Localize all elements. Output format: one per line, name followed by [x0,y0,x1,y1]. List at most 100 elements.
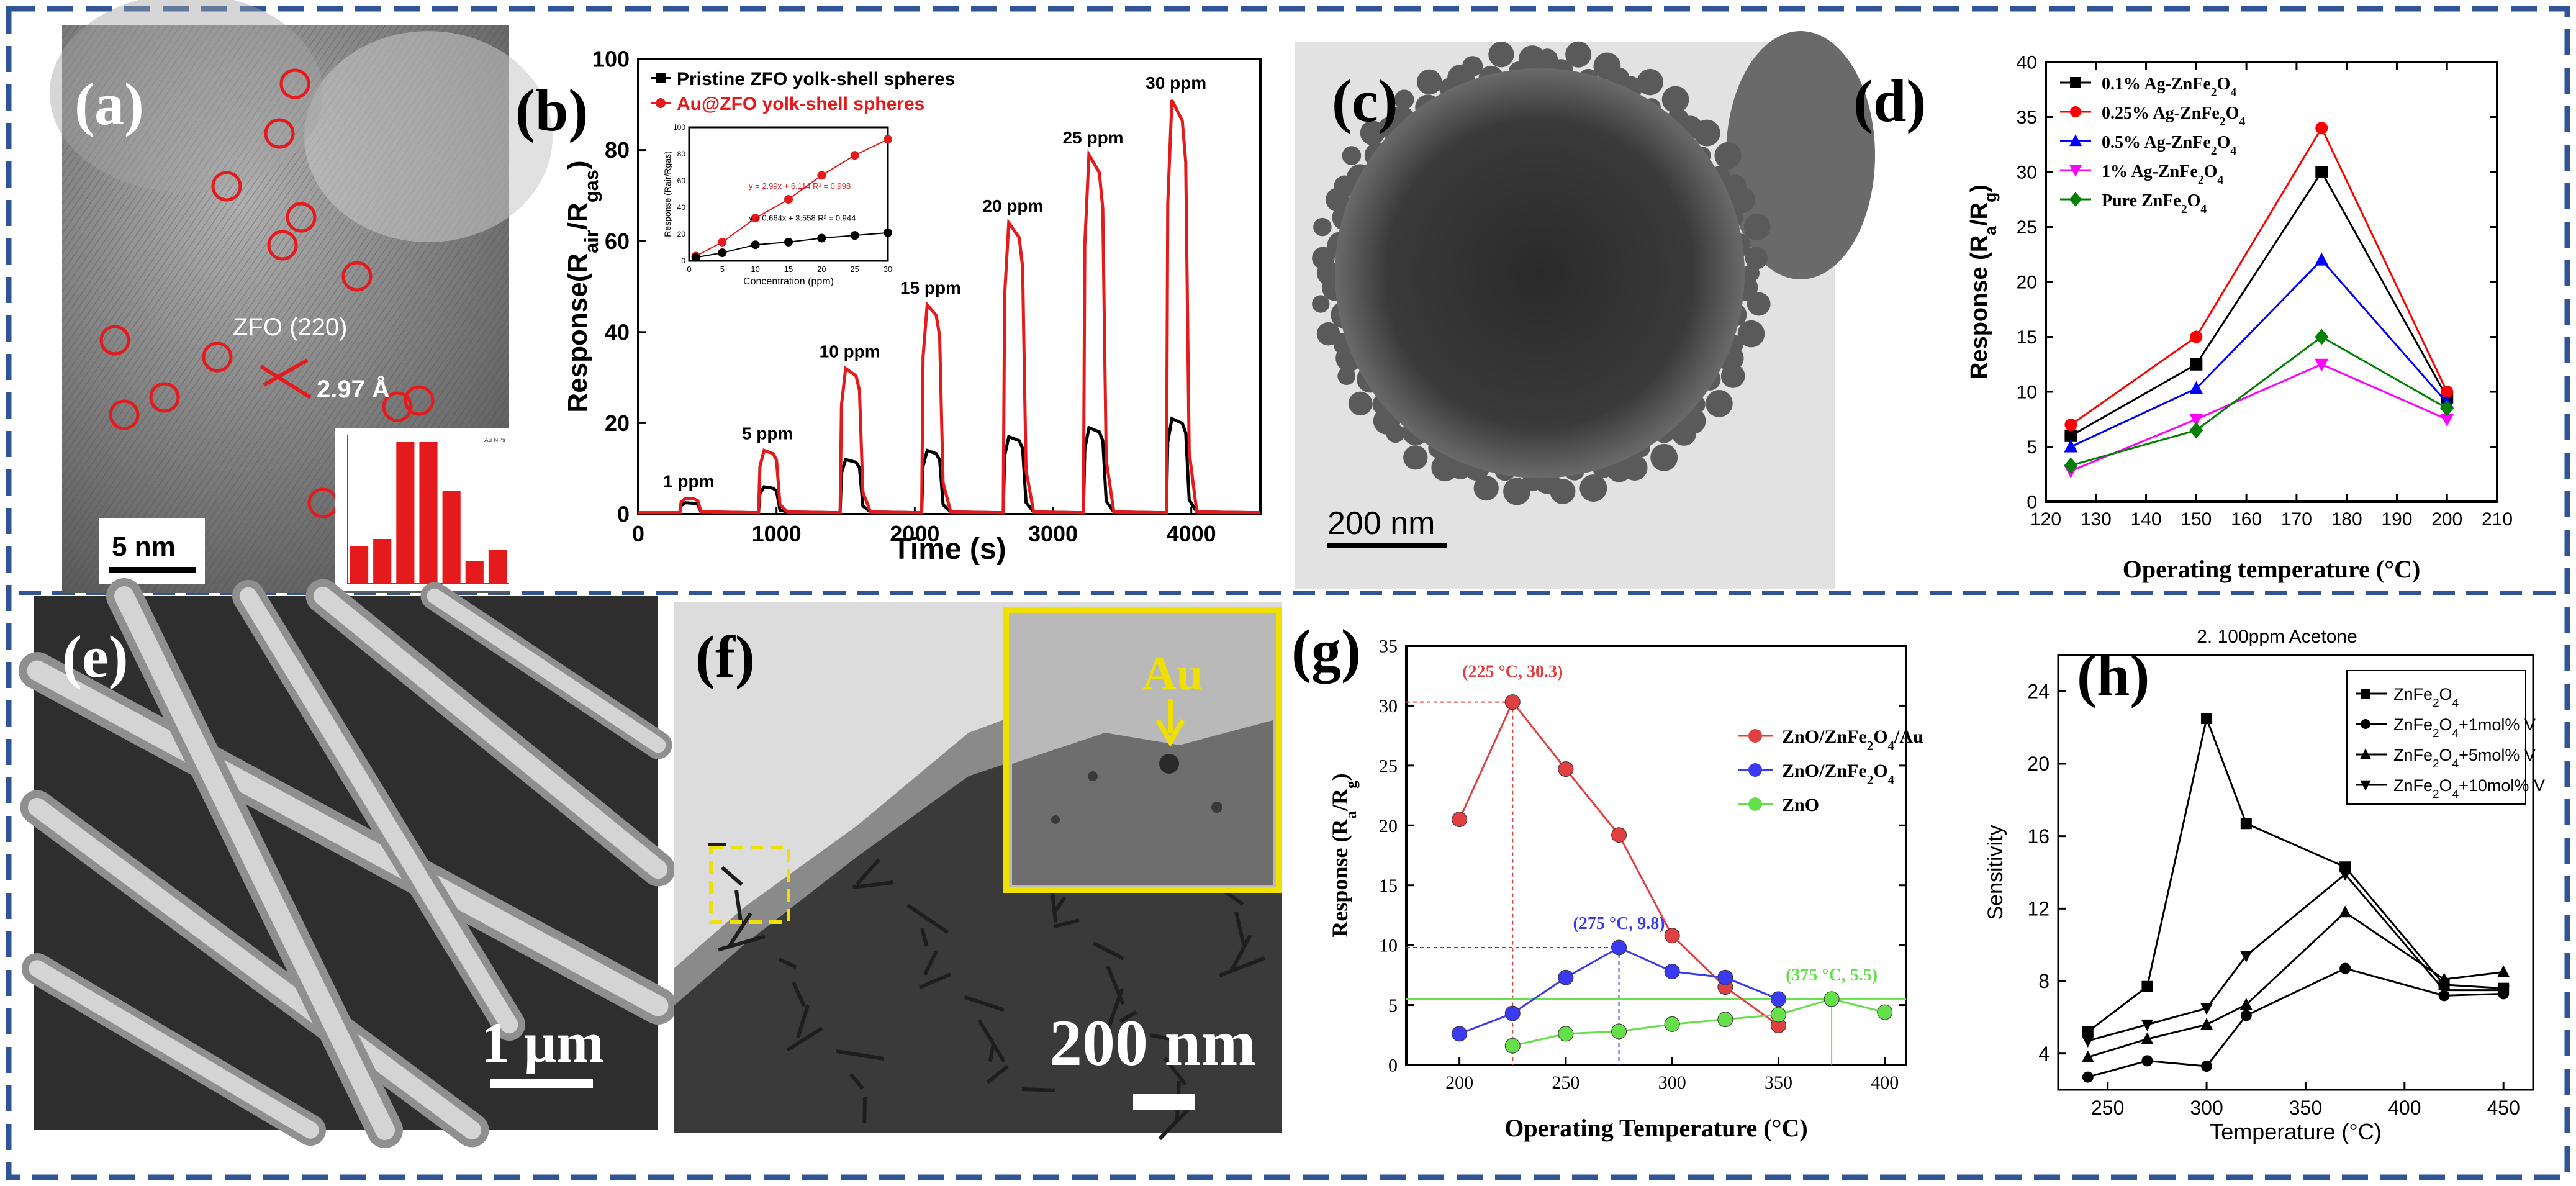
data-point [2141,1032,2154,1044]
legend-item: ZnO/ZnFe2O4/Au [1782,727,1923,753]
data-point [2141,1055,2153,1067]
data-point [2315,328,2329,345]
panel-d-response-chart: 120 130 140 150 160 170 180 190 200 210 0 5 10 15 20 25… [1853,53,2513,584]
data-point [2239,951,2253,962]
legend-marker [2361,689,2370,699]
pulse-label: 20 ppm [982,196,1043,215]
legend-item: 0.1% Ag-ZnFe2O4 [2102,75,2236,99]
nanofiber-highlight [427,588,666,753]
data-point [2239,998,2253,1010]
plot-frame [2045,61,2498,503]
pulse-label: 25 ppm [1063,128,1124,147]
panel-label: (g) [1291,617,1361,684]
nanorod [786,1026,823,1052]
legend-item: Au@ZFO yolk-shell spheres [677,94,924,114]
nanorod [721,866,743,886]
y-tick-label: 4 [2038,1043,2050,1065]
data-point [2064,439,2078,453]
yolk-shell-sphere [1335,68,1745,478]
pulse-label: 10 ppm [820,342,880,361]
y-tick-label: 5 [2027,437,2037,458]
nanorod [792,981,806,1007]
series-line [2070,126,2448,426]
data-point [2200,1018,2213,1030]
nanorod [1163,1057,1187,1086]
inset-point [718,237,727,247]
inset-x-tick-label: 15 [784,265,793,274]
zoom-region-box [709,846,790,924]
y-tick-label: 0 [1388,1056,1398,1076]
surface-particle [1394,89,1414,110]
surface-particle [1473,476,1499,501]
x-tick-label: 250 [1552,1072,1579,1093]
nanoparticle-circle [286,202,317,233]
panel-label: (e) [62,623,129,690]
nanorod [1219,956,1266,977]
nanorod [726,912,752,949]
y-axis-label: Response (Ra/Rg) [1966,184,2000,379]
y-tick-label: 35 [2017,107,2037,128]
surface-particle [1720,364,1745,388]
series-line [2070,170,2448,437]
surface-particle [1671,421,1697,446]
inset-x-tick-label: 20 [817,265,826,274]
nanorod [796,1005,810,1038]
legend-item: ZnFe2O4+1mol% V [2393,715,2536,740]
inset-point [751,240,760,250]
data-point [2438,972,2451,985]
legend-item: Pristine ZFO yolk-shell spheres [677,69,955,89]
x-tick-label: 200 [1445,1072,1473,1093]
inset-point [784,195,793,204]
x-tick-label: 0 [632,521,644,546]
surface-particle [1462,56,1483,77]
surface-particle [1431,454,1459,482]
data-point [2081,1036,2094,1048]
nanorod [836,1049,885,1061]
inset-point [817,233,826,243]
data-point [1504,1005,1521,1021]
surface-particle [1706,390,1733,417]
inset-y-tick-label: 100 [673,123,685,132]
nanorod [1021,1087,1056,1092]
y-tick-label: 20 [2017,273,2037,293]
x-tick-label: 200 [2431,509,2462,530]
nanofiber-highlight [27,797,482,1140]
nanorod [1119,1010,1137,1023]
legend-marker [2070,106,2081,117]
nanorod [988,1043,995,1062]
nanoparticle-circle [211,171,242,202]
surface-particle [1348,391,1373,416]
y-tick-label: 24 [2027,681,2050,703]
data-point [2240,818,2252,830]
y-tick-label: 20 [2027,753,2050,775]
legend-marker [1748,763,1762,777]
data-point [1877,1004,1893,1020]
y-tick-label: 10 [1379,936,1398,956]
nanofiber-highlight [27,660,669,1016]
legend-item: ZnO [1782,795,1819,815]
nanorod [778,957,797,969]
data-point [2497,965,2510,977]
x-tick-label: 4000 [1167,521,1216,546]
y-tick-label: 80 [605,137,630,163]
data-point [1452,812,1468,828]
data-point [1504,1038,1521,1054]
data-point [2240,1010,2252,1021]
legend-marker [2069,192,2082,207]
nanorod [1092,941,1124,961]
surface-particle [1416,69,1442,95]
scale-bar-label: 1 μm [481,1011,604,1074]
nanofiber-highlight [239,587,518,1034]
inset-point [884,135,892,144]
nanoparticle-circle [267,230,298,261]
y-tick-label: 8 [2038,970,2050,992]
data-point [1717,1012,1733,1028]
surface-particle [1728,186,1755,214]
inset-point [784,237,793,247]
y-tick-label: 40 [605,319,630,345]
x-tick-label: 130 [2081,509,2112,530]
panel-e-sem-image: 1 μm (e) [19,578,677,1148]
data-point [2190,330,2203,343]
series-line-au [638,99,1261,515]
panel-label: (b) [515,77,588,143]
